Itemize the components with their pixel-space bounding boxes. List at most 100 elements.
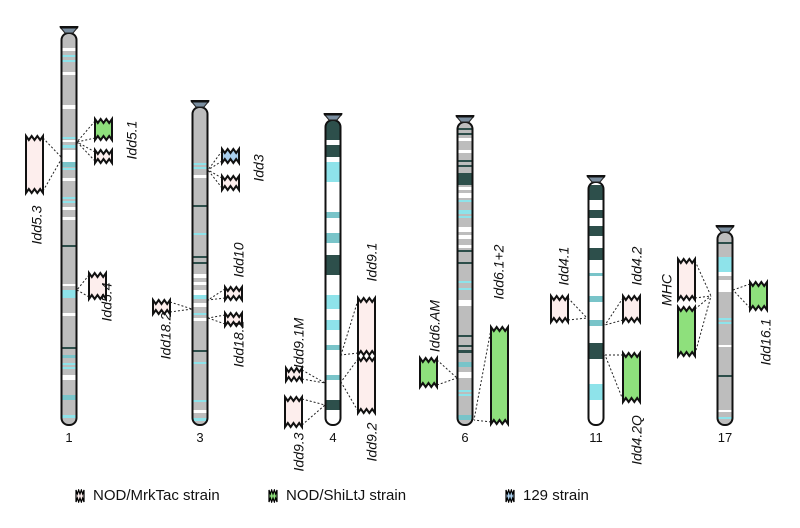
connector-line: [340, 358, 359, 383]
chromosome-band: [61, 137, 77, 139]
connector-line: [694, 295, 712, 299]
chromosome-band: [325, 375, 341, 380]
chromosome-band: [588, 226, 604, 236]
chromosome-band: [192, 410, 208, 413]
connector-line: [76, 120, 96, 143]
locus-idd9-1: Idd9.1: [340, 243, 380, 359]
chromosome-band: [717, 345, 733, 347]
legend-label: 129 strain: [523, 487, 589, 504]
chromosome-band: [192, 400, 208, 402]
chromosome-band: [192, 262, 208, 264]
qtl-region-nod-mrktac: [224, 309, 243, 330]
chromosome-band: [61, 48, 77, 51]
chromosome-band: [192, 418, 208, 421]
chromosome-band: [457, 288, 473, 290]
chromosome-band: [457, 173, 473, 185]
chromosome-band: [588, 248, 604, 260]
connector-line: [604, 319, 624, 326]
qtl-region-strain-129: [221, 145, 240, 167]
chromosome-band: [61, 105, 77, 109]
chromosome-band: [457, 335, 473, 337]
connector-line: [76, 137, 96, 143]
connector-line: [301, 378, 326, 384]
chromosome-band: [192, 163, 208, 165]
locus-idd9-2: Idd9.2: [340, 353, 380, 461]
chromosome-band: [61, 150, 77, 162]
connector-line: [169, 301, 193, 310]
chromosome-band: [457, 210, 473, 214]
chromosome-band: [588, 210, 604, 218]
legend-item-nod-mrktac: NOD/MrkTac strain: [75, 487, 220, 504]
chromosome-band: [588, 320, 604, 326]
locus-label: Idd5.4: [99, 282, 115, 321]
chromosome-band: [61, 207, 77, 210]
chromosome-band: [325, 233, 341, 243]
chromosome-band: [588, 343, 604, 359]
connector-line: [340, 299, 359, 356]
chromosome-band: [192, 175, 208, 178]
locus-label: Idd5.3: [29, 205, 45, 244]
chromosome-band: [457, 394, 473, 396]
connector-line: [301, 404, 326, 426]
locus-idd4-1: Idd4.1: [550, 247, 588, 326]
locus-idd4-2: Idd4.2: [604, 246, 645, 326]
chromosome-band: [717, 272, 733, 276]
chromosome-band: [457, 415, 473, 420]
locus-label: Idd4.2Q: [629, 415, 645, 465]
qtl-region-nod-shiltj: [490, 323, 509, 428]
connector-line: [207, 288, 226, 301]
chromosome-band: [61, 145, 77, 148]
locus-label: Idd6.1+2: [491, 244, 507, 299]
chromosome-band: [457, 245, 473, 248]
chromosome-band: [717, 375, 733, 377]
chromosome-band: [588, 273, 604, 276]
connector-line: [169, 308, 193, 313]
chromosome-band: [457, 281, 473, 283]
chromosome-label: 17: [718, 430, 732, 445]
chromosome-band: [457, 187, 473, 190]
chromosome-band: [457, 216, 473, 218]
qtl-region-nod-mrktac: [357, 353, 376, 417]
chromosome-band: [325, 320, 341, 330]
connector-line: [301, 398, 326, 406]
locus-idd18-2: Idd18.2: [152, 296, 193, 359]
connector-line: [567, 317, 588, 321]
connector-line: [604, 297, 624, 326]
locus-idd9-3: Idd9.3: [284, 393, 326, 471]
connector-line: [207, 314, 226, 319]
chromosome-band: [457, 235, 473, 239]
legend-swatch-nod-shiltj: [268, 488, 278, 503]
chromosome-band: [457, 262, 473, 264]
chromosome-band: [61, 415, 77, 418]
chromosome-band: [325, 255, 341, 275]
chromosome-band: [457, 250, 473, 252]
chromosome-band: [61, 60, 77, 62]
chromosome-label: 11: [589, 430, 603, 445]
chromosome-label: 1: [65, 430, 72, 445]
locus-mhc: MHC: [659, 255, 712, 360]
connector-line: [301, 369, 326, 384]
connector-line: [42, 157, 63, 192]
chromosome-band: [588, 384, 604, 400]
chromosome-band: [325, 145, 341, 157]
connector-line: [207, 317, 226, 325]
qtl-region-nod-mrktac: [25, 132, 44, 197]
locus-idd18-1: Idd18.1: [207, 309, 247, 367]
connector-line: [340, 352, 359, 356]
chromosome-4: 4: [322, 113, 344, 445]
connector-line: [76, 274, 90, 291]
qtl-region-nod-shiltj: [677, 303, 696, 360]
chromosome-band: [717, 322, 733, 324]
chromosome-band: [61, 197, 77, 199]
legend-label: NOD/ShiLtJ strain: [286, 487, 407, 504]
connector-line: [42, 137, 63, 159]
locus-label: Idd3: [251, 154, 267, 181]
qtl-region-nod-mrktac: [94, 146, 113, 167]
chromosome-band: [325, 295, 341, 309]
chromosome-band: [192, 167, 208, 169]
chromosome-band: [192, 362, 208, 364]
chromosome-band: [192, 256, 208, 258]
chromosome-band: [192, 318, 208, 321]
chromosome-band: [457, 350, 473, 353]
chromosome-band: [457, 200, 473, 202]
